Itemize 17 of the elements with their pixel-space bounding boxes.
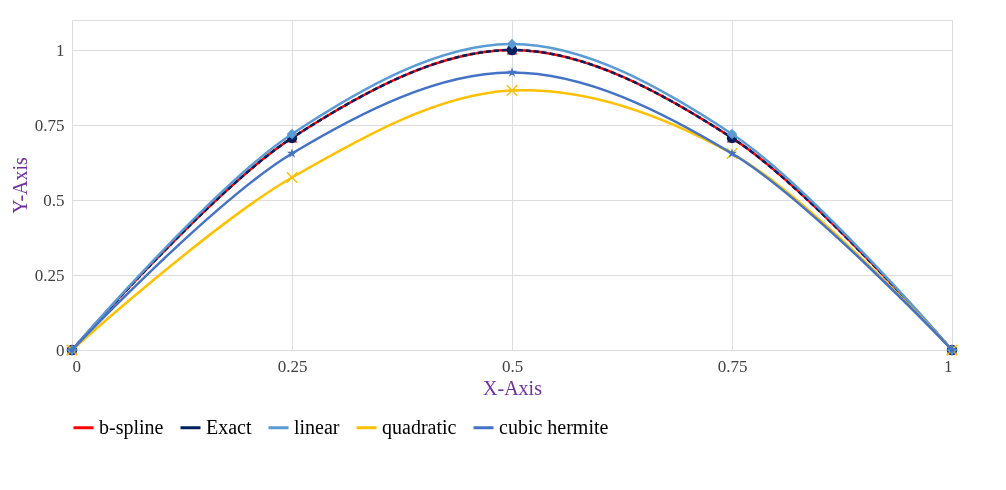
legend-label: cubic hermite [499,415,609,438]
y-tick-label: 0.75 [34,115,65,135]
legend-label: b-spline [99,415,164,439]
x-axis-title: X-Axis [483,376,543,399]
y-tick-label: 0 [56,340,65,360]
y-tick-label: 0.25 [34,265,65,285]
x-tick-label: 1 [944,356,953,376]
y-tick-label: 0.5 [43,190,65,210]
y-axis-title: Y-Axis [8,156,31,214]
x-tick-label: 0 [72,356,81,376]
y-tick-label: 1 [56,40,65,60]
legend-label: quadratic [382,415,457,439]
x-tick-label: 0.5 [501,356,524,376]
x-tick-label: 0.25 [277,356,308,376]
legend-label: Exact [206,415,252,438]
legend-label: linear [294,415,340,438]
x-tick-label: 0.75 [717,356,748,376]
